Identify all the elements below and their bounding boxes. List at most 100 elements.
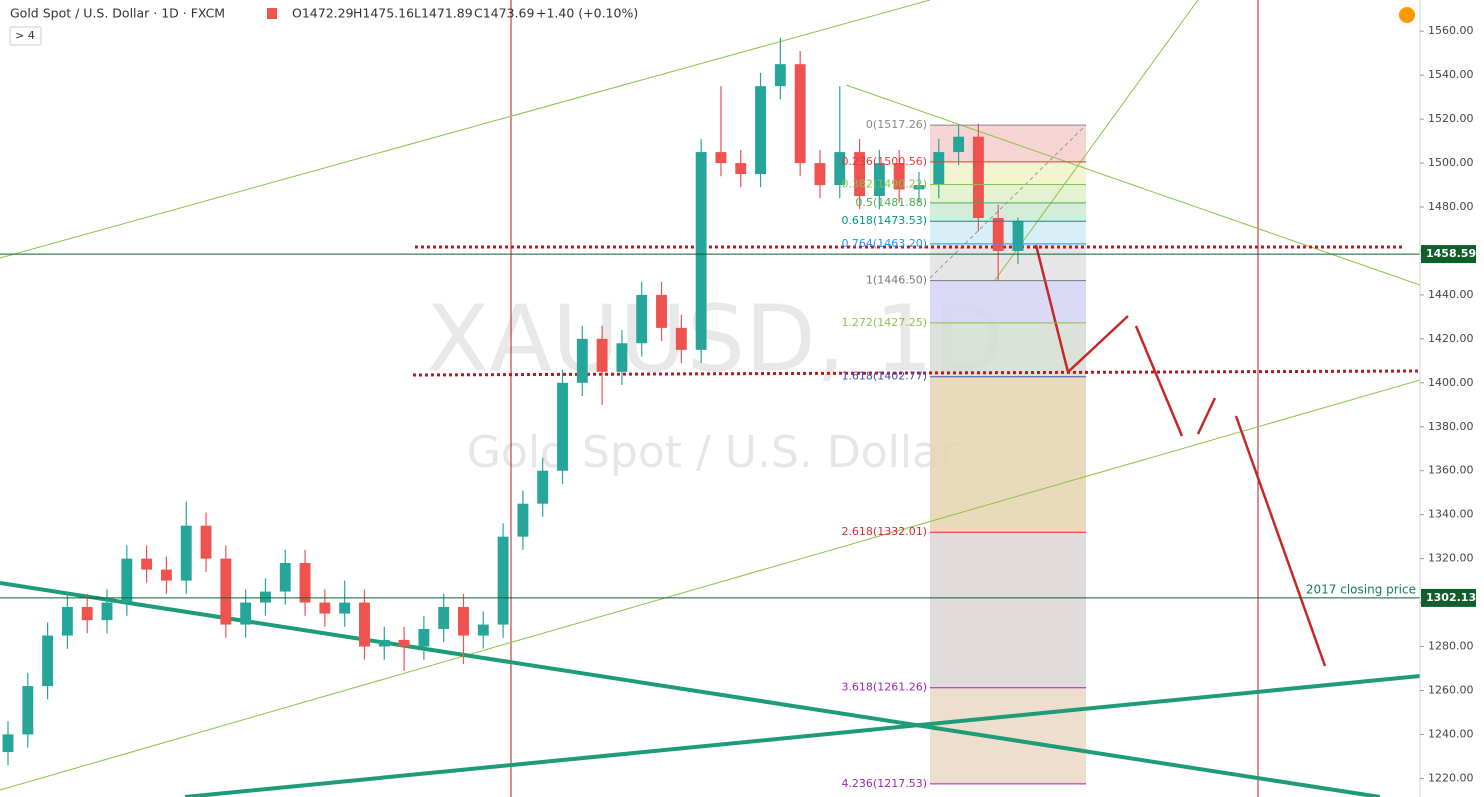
candle-body bbox=[636, 294, 648, 344]
candle-body bbox=[81, 606, 93, 621]
candle-body bbox=[438, 606, 450, 629]
y-tick-label: 1360.00 bbox=[1428, 464, 1474, 477]
projection-arrow bbox=[1034, 244, 1129, 375]
fib-label: 0.5(1481.88) bbox=[855, 196, 927, 209]
candle-body bbox=[873, 163, 885, 197]
candle-body bbox=[398, 639, 410, 647]
fib-zone bbox=[930, 184, 1086, 203]
candle-body bbox=[141, 558, 153, 570]
ohlc-change: +1.40 (+0.10%) bbox=[536, 6, 638, 21]
price-lines: 2017 closing price bbox=[0, 253, 1420, 599]
candle-body bbox=[180, 525, 192, 581]
fib-zone bbox=[930, 161, 1086, 185]
price-labels: 1458.59 1302.13 bbox=[1421, 245, 1476, 607]
fib-label: 3.618(1261.26) bbox=[841, 681, 927, 694]
y-tick-label: 1520.00 bbox=[1428, 112, 1474, 125]
y-tick-label: 1380.00 bbox=[1428, 420, 1474, 433]
candle-body bbox=[260, 591, 271, 603]
trend-line bbox=[0, 0, 931, 259]
fib-label: 0.764(1463.20) bbox=[841, 237, 927, 250]
fib-zone bbox=[930, 280, 1086, 323]
fib-label: 4.236(1217.53) bbox=[841, 777, 927, 790]
fib-label: 0(1517.26) bbox=[866, 118, 927, 131]
y-tick-label: 1220.00 bbox=[1428, 771, 1474, 784]
trend-line bbox=[845, 84, 1421, 286]
candle-body bbox=[477, 624, 489, 636]
candle-body bbox=[656, 294, 667, 328]
candle-body bbox=[339, 602, 351, 614]
candle-body bbox=[279, 563, 291, 592]
candle-body bbox=[715, 152, 727, 164]
candle-body bbox=[101, 602, 113, 621]
candle-body bbox=[992, 218, 1004, 251]
y-tick-label: 1500.00 bbox=[1428, 156, 1474, 169]
y-tick-label: 1420.00 bbox=[1428, 332, 1474, 345]
price-axis bbox=[1420, 0, 1484, 797]
y-tick-label: 1540.00 bbox=[1428, 68, 1474, 81]
candle-body bbox=[913, 185, 925, 190]
ohlc-high: H1475.16 bbox=[353, 6, 414, 21]
ohlc-open: O1472.29 bbox=[292, 6, 354, 21]
candle-body bbox=[121, 558, 133, 603]
y-tick-label: 1260.00 bbox=[1428, 683, 1474, 696]
trend-line bbox=[184, 674, 1421, 797]
candle-body bbox=[854, 152, 866, 197]
candle-body bbox=[220, 558, 232, 625]
candle-body bbox=[596, 338, 608, 372]
candle-body bbox=[794, 64, 806, 164]
candle-body bbox=[972, 136, 984, 219]
trend-line bbox=[0, 379, 1421, 791]
candle-body bbox=[1012, 220, 1024, 251]
candle-body bbox=[497, 536, 509, 625]
fib-label: 0.236(1500.56) bbox=[841, 155, 927, 168]
candle-body bbox=[240, 602, 252, 625]
indicators-button-label[interactable]: > 4 bbox=[15, 29, 35, 42]
fib-label: 0.382(1490.22) bbox=[841, 178, 927, 191]
price-label-box bbox=[1421, 245, 1476, 264]
alert-icon[interactable] bbox=[1399, 7, 1415, 23]
candle-body bbox=[576, 338, 588, 383]
candle-body bbox=[160, 569, 172, 581]
price-label: 1458.59 bbox=[1426, 247, 1476, 260]
price-label: 1302.13 bbox=[1426, 591, 1476, 604]
fib-levels: 0(1517.26) 0.236(1500.56) 0.382(1490.22) 0.… bbox=[841, 118, 1086, 790]
y-tick-label: 1340.00 bbox=[1428, 508, 1474, 521]
fib-label: 1(1446.50) bbox=[866, 274, 927, 287]
y-tick-label: 1280.00 bbox=[1428, 640, 1474, 653]
fib-zone bbox=[930, 687, 1086, 784]
candle-body bbox=[359, 602, 370, 647]
candle-body bbox=[299, 563, 311, 603]
y-tick-label: 1480.00 bbox=[1428, 200, 1474, 213]
candle-body bbox=[933, 152, 945, 186]
candle-body bbox=[61, 606, 73, 636]
y-tick-label: 1560.00 bbox=[1428, 24, 1474, 37]
header: Gold Spot / U.S. Dollar · 1D · FXCM O147… bbox=[9, 6, 1415, 46]
fib-trend bbox=[929, 124, 1087, 279]
fib-zone bbox=[930, 221, 1086, 244]
ohlc-close: C1473.69 bbox=[474, 6, 534, 21]
candle-body bbox=[755, 86, 766, 175]
candle-body bbox=[953, 136, 965, 153]
indicators-button[interactable] bbox=[9, 26, 42, 46]
fib-zone bbox=[930, 202, 1086, 222]
symbol-title: Gold Spot / U.S. Dollar · 1D · FXCM bbox=[10, 6, 225, 21]
price-line-note: 2017 closing price bbox=[1306, 582, 1416, 596]
fib-label: 1.618(1402.77) bbox=[841, 370, 927, 383]
projection-arrow bbox=[1134, 325, 1184, 437]
candle-body bbox=[774, 64, 786, 87]
y-tick-label: 1320.00 bbox=[1428, 552, 1474, 565]
candle-body bbox=[418, 628, 430, 647]
fib-zone bbox=[930, 532, 1086, 688]
candle-body bbox=[695, 152, 707, 350]
fib-zone bbox=[930, 322, 1086, 377]
candle-body bbox=[814, 163, 826, 186]
candles bbox=[2, 37, 1024, 766]
candle-body bbox=[22, 686, 34, 735]
candle-body bbox=[537, 470, 549, 504]
flag-icon bbox=[267, 8, 277, 19]
candle-body bbox=[2, 734, 14, 753]
candle-body bbox=[834, 152, 846, 186]
